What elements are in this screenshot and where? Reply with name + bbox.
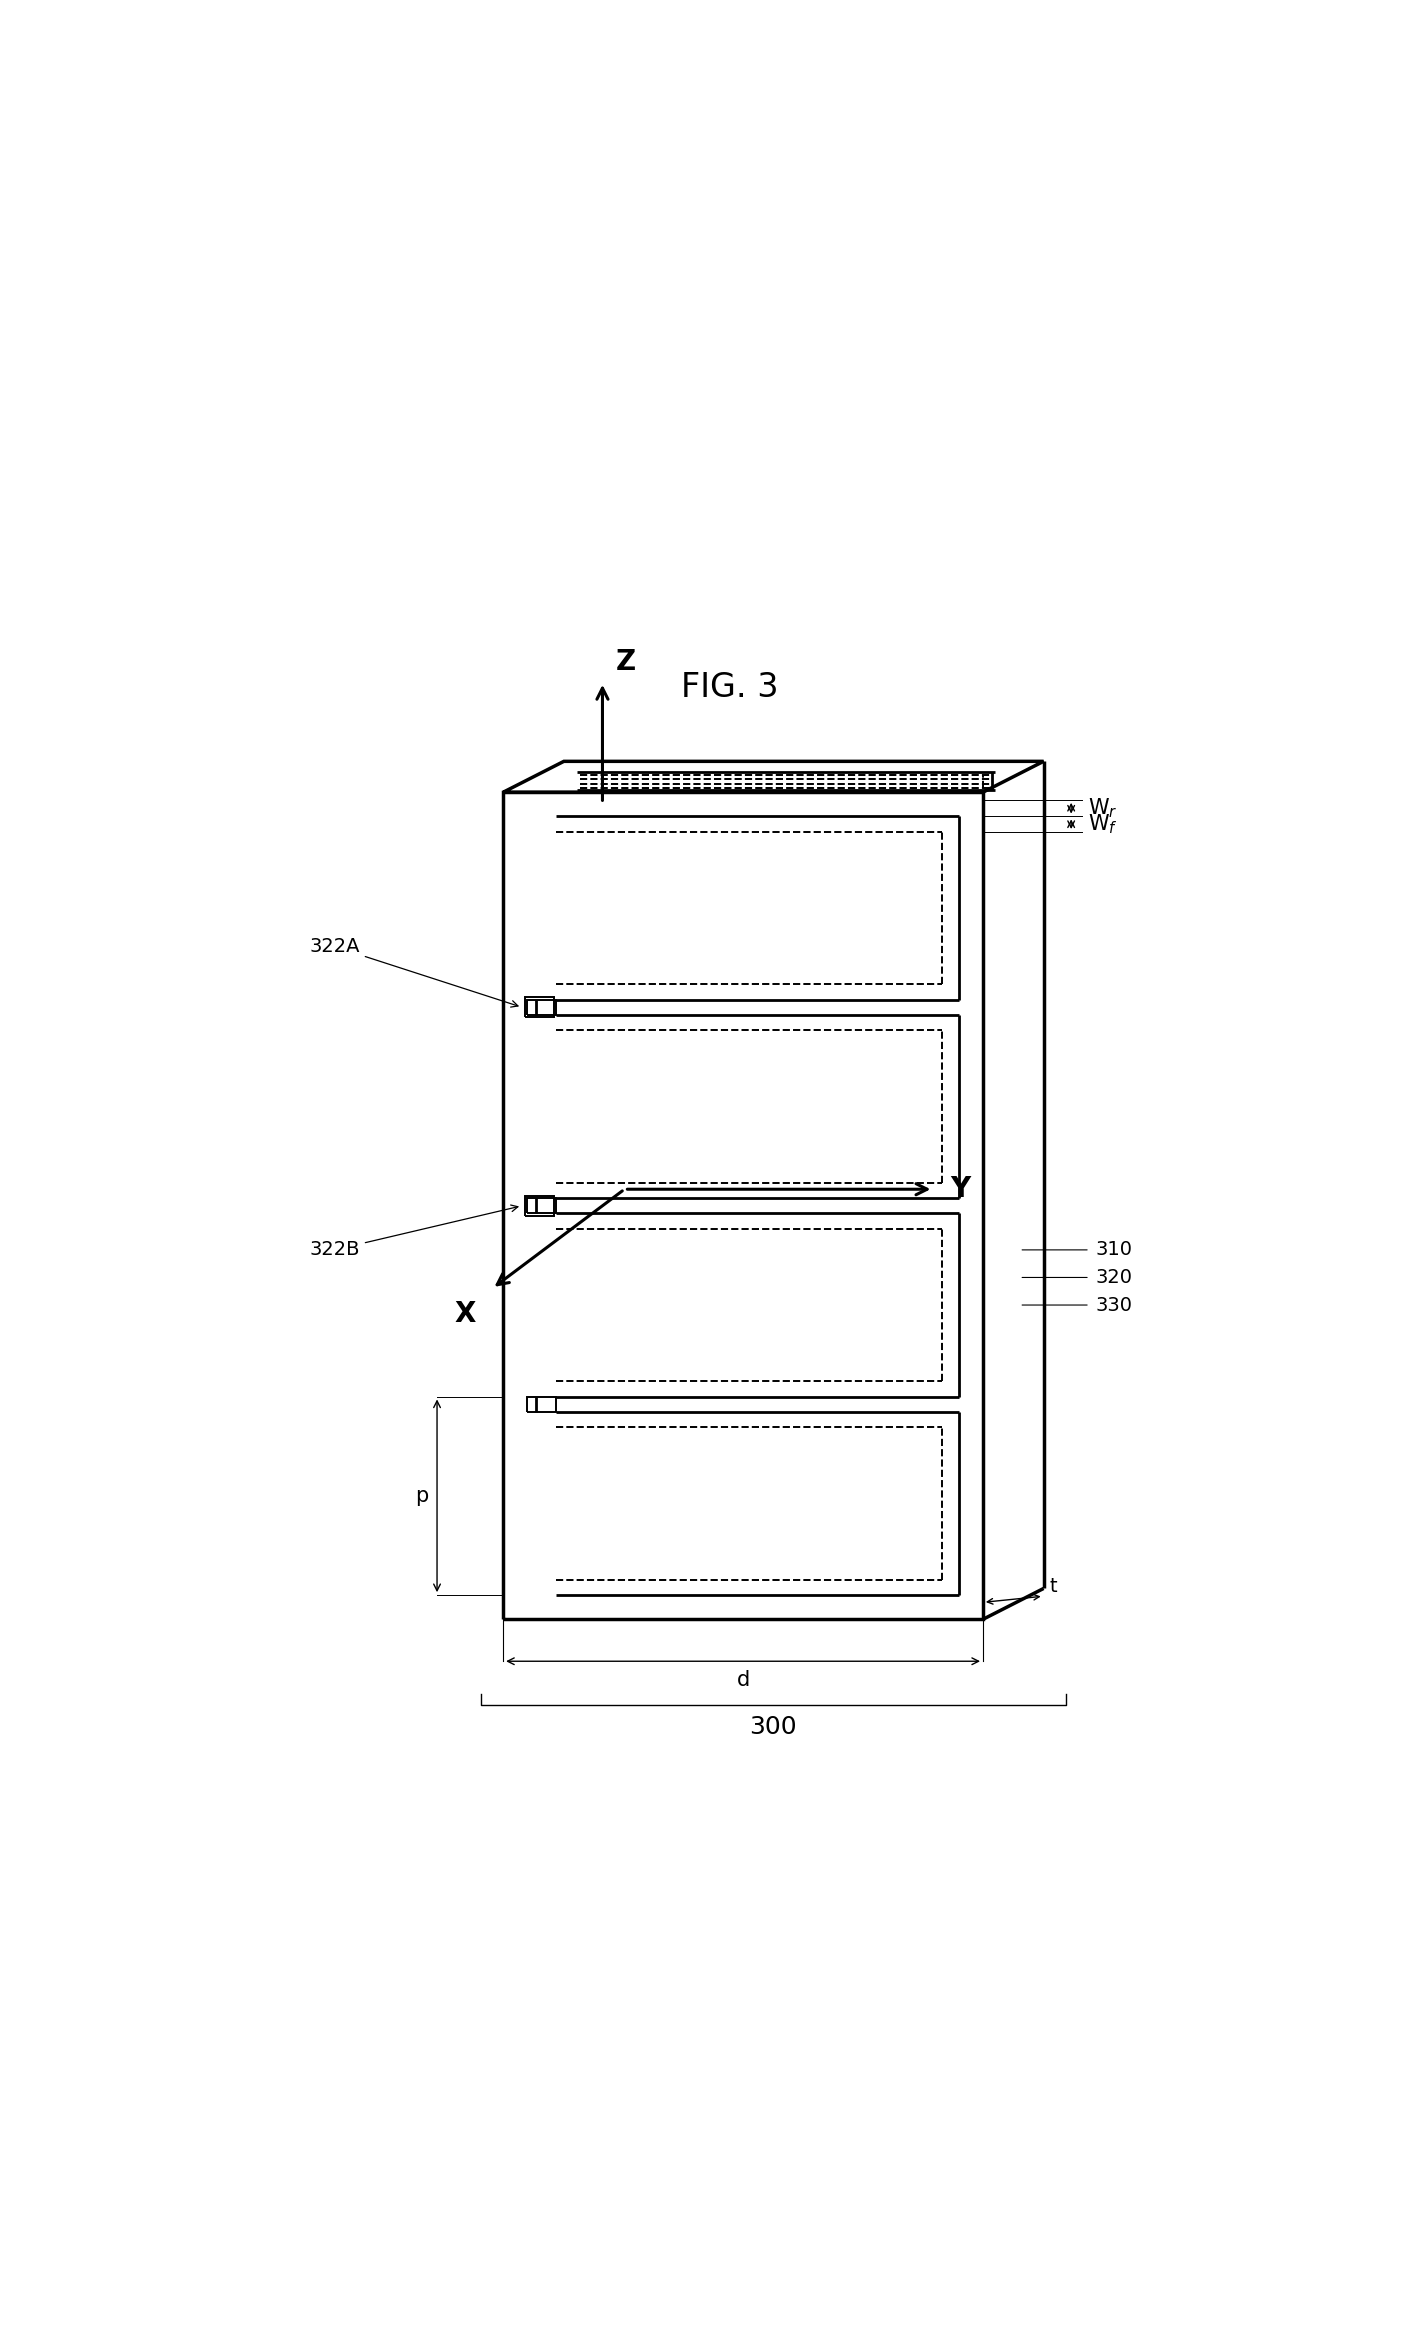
Text: Z: Z — [616, 649, 636, 677]
Text: 320: 320 — [1096, 1268, 1133, 1287]
Text: 330: 330 — [1096, 1296, 1133, 1315]
Text: 300: 300 — [750, 1716, 797, 1739]
Text: Y: Y — [951, 1174, 970, 1202]
Text: W$_r$: W$_r$ — [1087, 797, 1117, 820]
Text: 322B: 322B — [309, 1205, 518, 1259]
Text: 322A: 322A — [309, 938, 518, 1008]
Text: W$_f$: W$_f$ — [1087, 813, 1117, 837]
Text: p: p — [416, 1486, 428, 1505]
Text: X: X — [454, 1299, 475, 1327]
Text: FIG. 3: FIG. 3 — [680, 670, 778, 703]
Text: t: t — [1049, 1578, 1057, 1596]
Text: d: d — [737, 1669, 750, 1690]
Text: 310: 310 — [1096, 1240, 1133, 1259]
